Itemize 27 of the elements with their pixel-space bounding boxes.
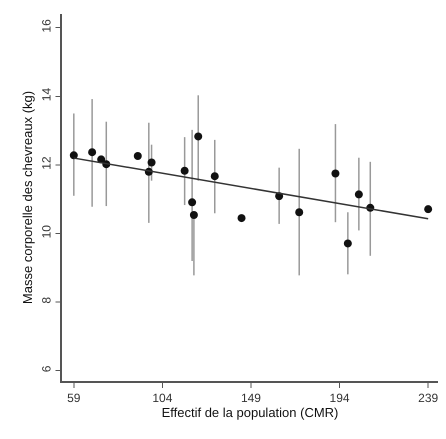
- x-tick-label: 59: [67, 391, 81, 406]
- point: [88, 148, 96, 156]
- point: [210, 172, 219, 180]
- point: [190, 210, 198, 219]
- point: [331, 169, 340, 178]
- point: [424, 205, 432, 214]
- x-tick-label: 194: [330, 391, 350, 406]
- point: [134, 152, 142, 160]
- y-tick-label: 16: [39, 18, 54, 33]
- point: [194, 132, 202, 140]
- point: [180, 166, 189, 175]
- point: [344, 239, 352, 248]
- x-axis-title: Effectif de la population (CMR): [162, 405, 338, 420]
- y-tick-label: 6: [39, 365, 54, 372]
- point: [188, 198, 196, 206]
- y-axis-title: Masse corporelle des chevreaux (kg): [20, 90, 35, 304]
- y-tick-label: 12: [39, 156, 54, 170]
- x-tick-label: 149: [240, 391, 262, 406]
- point: [354, 190, 363, 198]
- point: [238, 214, 246, 222]
- y-tick-label: 10: [39, 224, 54, 238]
- y-tick-label: 8: [39, 296, 54, 304]
- y-tick-label: 14: [39, 88, 54, 102]
- point: [295, 208, 304, 216]
- x-tick-label: 239: [418, 391, 438, 406]
- point: [148, 158, 156, 167]
- x-tick-label: 104: [152, 391, 173, 406]
